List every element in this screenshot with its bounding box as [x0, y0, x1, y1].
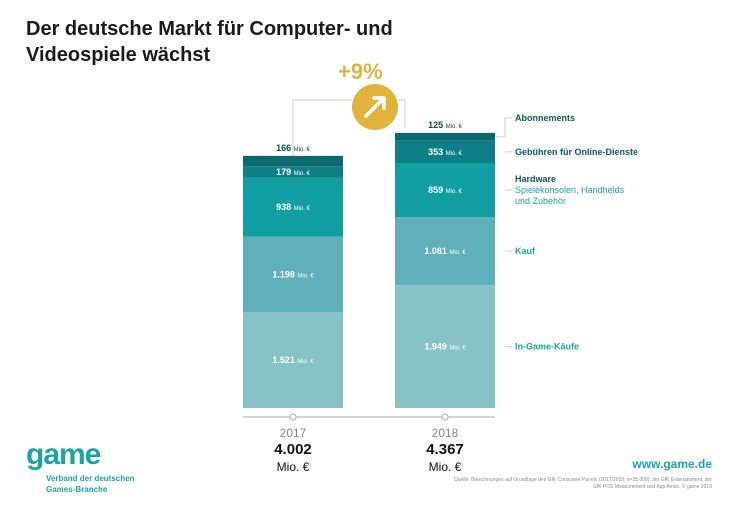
- bar-segment-2017-4: [243, 155, 343, 167]
- growth-connector-left: [292, 99, 352, 156]
- year-label-2018: 2018: [431, 426, 459, 440]
- bar-segment-2018-0: [395, 285, 495, 408]
- page-title: Der deutsche Markt für Computer- und Vid…: [26, 18, 393, 66]
- arrow-up-right-icon: [364, 96, 386, 118]
- growth-connector-right: [398, 99, 406, 128]
- bar-segment-2018-4: [395, 132, 495, 141]
- data-label-2017-4: 166 Mio. €: [276, 143, 311, 153]
- bar-segment-2017-3: [243, 166, 343, 178]
- website-link[interactable]: www.game.de: [632, 457, 712, 471]
- data-label-2017-2: 938 Mio. €: [276, 202, 311, 212]
- bar-segment-2017-0: [243, 312, 343, 408]
- data-label-2018-3: 353 Mio. €: [428, 147, 463, 157]
- legend-sublabel-1: und Zubehör: [515, 196, 566, 206]
- legend-label-2: Hardware: [515, 174, 556, 184]
- data-label-2018-1: 1.081 Mio. €: [424, 246, 466, 256]
- data-label-2018-0: 1.949 Mio. €: [424, 342, 466, 352]
- legend-connector-4: [495, 117, 512, 138]
- data-label-2017-3: 179 Mio. €: [276, 167, 311, 177]
- data-label-2018-4: 125 Mio. €: [428, 120, 463, 130]
- logo-subtitle: Verband der deutschen Games-Branche: [46, 474, 135, 494]
- legend-label-0: In-Game-Käufe: [515, 342, 579, 352]
- total-2018: 4.367: [426, 441, 464, 458]
- bar-segment-2018-1: [395, 217, 495, 286]
- total-2017: 4.002: [274, 441, 312, 458]
- legend-label-1: Kauf: [515, 246, 536, 256]
- total-unit-2017: Mio. €: [276, 460, 310, 474]
- total-unit-2018: Mio. €: [428, 460, 462, 474]
- bar-segment-2017-2: [243, 177, 343, 237]
- legend-sublabel-0: Spielekonsolen, Handhelds: [515, 185, 625, 195]
- axis-tick-2017: [289, 413, 297, 421]
- legend-label-3: Gebühren für Online-Dienste: [515, 147, 638, 157]
- year-label-2017: 2017: [279, 426, 307, 440]
- bar-segment-2017-1: [243, 236, 343, 313]
- data-label-2017-1: 1.198 Mio. €: [272, 269, 314, 279]
- axis-tick-2018: [441, 413, 449, 421]
- growth-label: +9%: [338, 59, 383, 84]
- legend-label-4: Abonnements: [515, 113, 575, 123]
- data-label-2017-0: 1.521 Mio. €: [272, 355, 314, 365]
- bar-segment-2018-3: [395, 140, 495, 163]
- source-note: Quelle: Berechnungen auf Grundlage des G…: [453, 477, 712, 490]
- data-label-2018-2: 859 Mio. €: [428, 185, 463, 195]
- game-logo: game: [26, 438, 101, 471]
- bar-segment-2018-2: [395, 162, 495, 218]
